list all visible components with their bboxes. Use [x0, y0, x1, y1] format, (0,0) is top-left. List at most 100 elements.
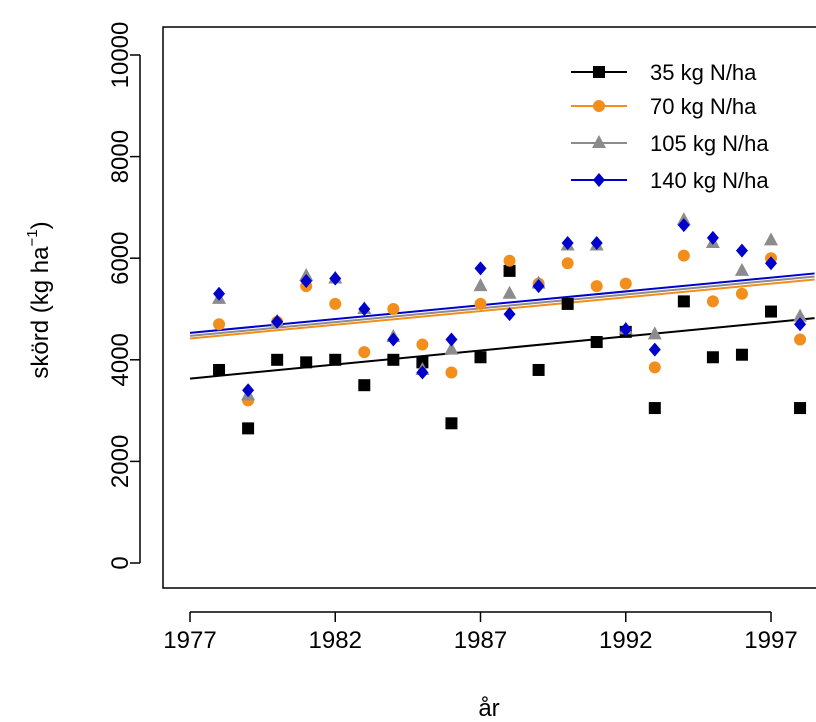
data-point — [387, 353, 400, 366]
x-axis: 1977 1982 1987 1992 1997 — [163, 611, 798, 654]
data-point — [793, 308, 808, 322]
data-point — [329, 297, 342, 310]
data-point — [329, 353, 342, 366]
data-point — [387, 332, 400, 347]
legend-marker — [592, 135, 606, 148]
data-point — [502, 285, 517, 299]
data-point — [648, 361, 661, 374]
y-tick-label: 10000 — [107, 22, 134, 89]
y-axis-title: skörd (kg ha−1) — [24, 221, 54, 378]
data-point — [647, 326, 662, 340]
data-point — [445, 417, 458, 430]
data-point — [213, 286, 226, 301]
data-point — [706, 351, 719, 364]
trend-line-3 — [189, 275, 815, 337]
data-point — [503, 254, 516, 267]
data-point — [213, 363, 226, 376]
data-point — [387, 303, 400, 315]
data-point — [271, 353, 284, 366]
legend: 35 kg N/ha 70 kg N/ha 105 kg N/ha 140 kg N/… — [571, 60, 769, 193]
data-point — [735, 348, 748, 361]
data-point — [648, 342, 661, 357]
data-point — [242, 422, 255, 435]
data-point — [532, 279, 545, 294]
trend-line-1 — [189, 317, 815, 380]
y-tick-label: 6000 — [107, 232, 134, 285]
y-tick-label: 4000 — [107, 333, 134, 386]
y-tick-label: 8000 — [107, 130, 134, 183]
data-point — [532, 363, 545, 376]
series-4-points — [213, 218, 807, 398]
y-axis-title-close: ) — [27, 221, 54, 229]
data-point — [358, 302, 371, 316]
legend-label: 35 kg N/ha — [650, 60, 757, 85]
data-point — [358, 379, 371, 392]
data-point — [706, 230, 719, 245]
data-point — [764, 232, 778, 246]
data-point — [561, 235, 574, 250]
data-point — [561, 297, 574, 310]
data-point — [474, 351, 487, 364]
data-points — [212, 212, 808, 435]
data-point — [619, 277, 632, 290]
data-point — [473, 278, 488, 292]
x-tick-label: 1982 — [309, 627, 362, 654]
x-tick-label: 1977 — [163, 627, 216, 654]
x-axis-title: år — [478, 695, 499, 722]
legend-label: 140 kg N/ha — [650, 168, 769, 193]
data-point — [213, 318, 226, 331]
data-point — [590, 280, 603, 293]
trend-line-4 — [189, 272, 815, 334]
data-point — [794, 333, 807, 346]
y-tick-label: 2000 — [107, 435, 134, 488]
legend-label: 105 kg N/ha — [650, 131, 769, 156]
data-point — [794, 317, 807, 332]
y-axis: 0 2000 4000 6000 8000 10000 — [107, 22, 141, 570]
data-point — [677, 249, 690, 262]
plot-area — [162, 26, 816, 589]
data-point — [416, 365, 429, 380]
data-point — [503, 264, 516, 277]
data-point — [590, 235, 603, 250]
data-point — [503, 307, 516, 322]
data-point — [271, 314, 284, 329]
data-point — [242, 383, 255, 398]
y-axis-title-superscript: −1 — [24, 229, 41, 246]
data-point — [300, 356, 313, 369]
x-tick-label: 1992 — [599, 627, 652, 654]
plot-frame — [162, 26, 816, 589]
data-point — [445, 332, 458, 347]
data-point — [416, 338, 429, 351]
data-point — [648, 402, 661, 415]
data-point — [561, 257, 574, 270]
data-point — [474, 297, 487, 310]
data-point — [300, 274, 313, 289]
data-point — [677, 295, 690, 308]
data-point — [734, 262, 749, 276]
data-point — [677, 218, 690, 233]
series-1-points — [213, 264, 807, 435]
y-tick-label: 0 — [107, 556, 134, 569]
data-point — [706, 295, 719, 308]
data-point — [619, 322, 632, 337]
data-point — [445, 366, 458, 379]
legend-marker — [593, 66, 605, 78]
data-point — [794, 402, 807, 415]
data-point — [444, 341, 459, 355]
trend-line-2 — [189, 278, 815, 340]
data-point — [765, 305, 777, 318]
y-axis-title-main: skörd (kg ha — [27, 246, 54, 379]
legend-label: 70 kg N/ha — [650, 94, 757, 119]
data-point — [735, 287, 748, 300]
trend-lines — [189, 272, 815, 380]
data-point — [474, 261, 487, 276]
legend-marker — [593, 100, 605, 112]
data-point — [590, 336, 603, 349]
data-point — [358, 346, 371, 359]
legend-marker — [593, 173, 605, 187]
data-point — [765, 256, 777, 271]
data-point — [735, 243, 748, 258]
data-point — [329, 271, 342, 286]
x-tick-label: 1987 — [454, 627, 507, 654]
